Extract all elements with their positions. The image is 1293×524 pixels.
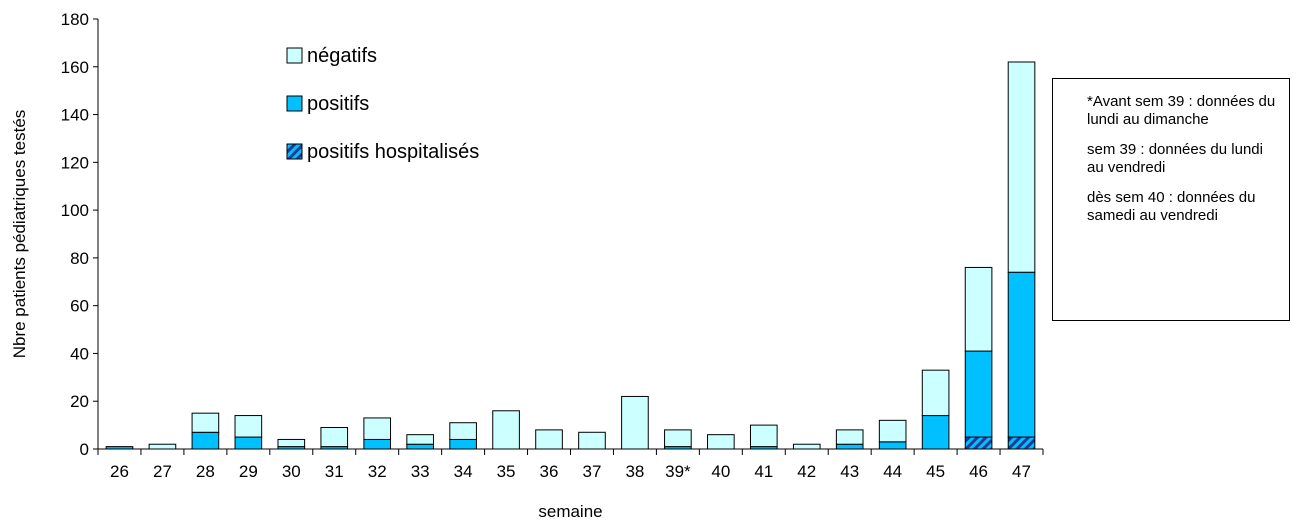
legend-label: positifs hospitalisés (307, 141, 479, 163)
bar-positifs (835, 443, 864, 450)
bar-positifs (921, 415, 950, 450)
x-tick-label: 40 (711, 462, 730, 481)
y-tick-label: 160 (61, 58, 89, 77)
bar-positifs (878, 441, 907, 450)
y-tick-label: 20 (70, 392, 89, 411)
y-tick-label: 140 (61, 106, 89, 125)
y-tick-label: 0 (80, 440, 89, 459)
x-tick-label: 34 (454, 462, 473, 481)
x-tick-label: 42 (797, 462, 816, 481)
x-tick-label: 47 (1012, 462, 1031, 481)
x-tick-label: 38 (625, 462, 644, 481)
x-tick-label: 37 (583, 462, 602, 481)
bar-negatifs (363, 417, 392, 440)
bar-positifs (406, 443, 434, 450)
x-tick-label: 44 (883, 462, 902, 481)
x-tick-label: 41 (754, 462, 773, 481)
x-tick-label: 36 (540, 462, 559, 481)
x-tick-label: 31 (325, 462, 344, 481)
bar-negatifs (191, 412, 220, 433)
y-tick-label: 180 (61, 10, 89, 29)
bar-negatifs (749, 424, 778, 448)
bar-positifs (234, 436, 263, 450)
legend-swatch (286, 95, 303, 112)
bar-negatifs (492, 410, 520, 450)
bar-negatifs (1007, 61, 1036, 273)
note-line-2: sem 39 : données du lundi au vendredi (1087, 141, 1263, 176)
y-tick-label: 80 (70, 249, 89, 268)
bar-negatifs (792, 443, 821, 450)
bar-negatifs (148, 443, 177, 450)
legend-swatch (286, 47, 303, 64)
x-tick-label: 33 (411, 462, 430, 481)
y-tick-label: 120 (61, 153, 89, 172)
bar-positifs (191, 431, 220, 450)
bar-negatifs (707, 434, 735, 450)
bar-negatifs (835, 429, 864, 445)
note-line-3: dès sem 40 : données du samedi au vendre… (1087, 189, 1256, 224)
x-tick-label: 43 (840, 462, 859, 481)
bar-negatifs (621, 395, 649, 450)
bar-negatifs (664, 429, 692, 448)
bar-negatifs (878, 419, 907, 443)
bar-negatifs (964, 266, 993, 352)
bar-negatifs (320, 427, 349, 448)
bar-positifs-hospitalises (1007, 436, 1036, 450)
legend-label: positifs (307, 93, 369, 115)
x-tick-label: 28 (196, 462, 215, 481)
x-tick-label: 45 (926, 462, 945, 481)
bar-positifs (105, 446, 134, 450)
x-tick-label: 39* (665, 462, 691, 481)
annotation-box: *Avant sem 39 : données du lundi au dima… (1052, 78, 1290, 321)
bar-positifs (964, 350, 993, 438)
x-tick-label: 35 (497, 462, 516, 481)
x-axis-title: semaine (538, 502, 602, 521)
bar-negatifs (921, 369, 950, 417)
x-tick-label: 30 (282, 462, 301, 481)
legend-swatch (286, 143, 303, 160)
bar-positifs (449, 438, 477, 450)
x-tick-label: 32 (368, 462, 387, 481)
x-tick-label: 26 (110, 462, 129, 481)
x-tick-label: 27 (153, 462, 172, 481)
x-tick-label: 29 (239, 462, 258, 481)
bar-negatifs (535, 429, 563, 450)
bar-positifs (363, 438, 392, 450)
bar-negatifs (406, 434, 434, 445)
x-tick-label: 46 (969, 462, 988, 481)
y-tick-label: 60 (70, 297, 89, 316)
y-axis-title: Nbre patients pédiatriques testés (10, 110, 29, 359)
bar-negatifs (578, 431, 606, 450)
legend-label: négatifs (307, 45, 377, 67)
note-line-1: *Avant sem 39 : données du lundi au dima… (1087, 93, 1276, 128)
bar-negatifs (449, 422, 477, 440)
y-tick-label: 100 (61, 201, 89, 220)
bar-positifs (1007, 271, 1036, 438)
y-tick-label: 40 (70, 344, 89, 363)
bar-negatifs (234, 415, 263, 438)
bar-negatifs (277, 438, 306, 448)
bar-positifs-hospitalises (964, 436, 993, 450)
